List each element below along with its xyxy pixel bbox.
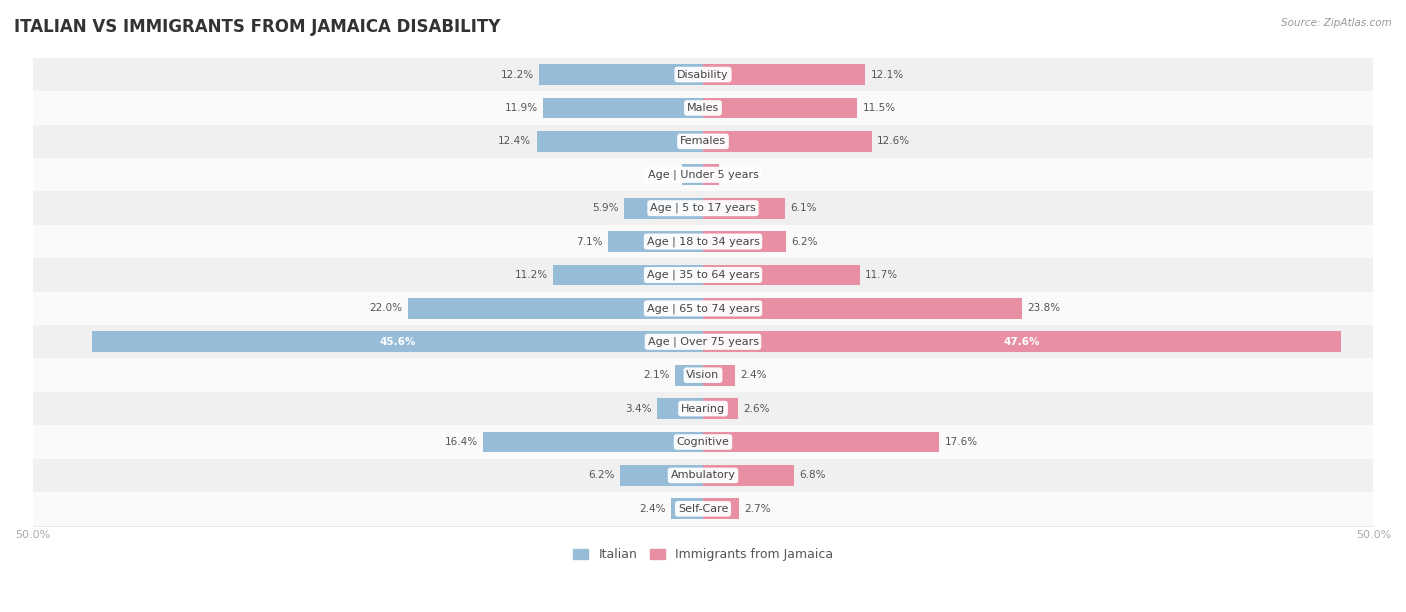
Text: Males: Males bbox=[688, 103, 718, 113]
Bar bbox=[32, 459, 1374, 492]
Bar bbox=[703, 365, 735, 386]
Text: 11.7%: 11.7% bbox=[865, 270, 898, 280]
Text: Females: Females bbox=[681, 136, 725, 146]
Bar bbox=[91, 332, 703, 352]
Bar bbox=[32, 125, 1374, 158]
Bar bbox=[658, 398, 703, 419]
Bar bbox=[703, 131, 872, 152]
Text: 2.7%: 2.7% bbox=[745, 504, 770, 514]
Text: 11.9%: 11.9% bbox=[505, 103, 538, 113]
Text: 17.6%: 17.6% bbox=[945, 437, 977, 447]
Text: 22.0%: 22.0% bbox=[370, 304, 402, 313]
Bar bbox=[703, 165, 718, 185]
Text: 2.4%: 2.4% bbox=[638, 504, 665, 514]
Bar bbox=[703, 97, 858, 118]
Bar bbox=[624, 198, 703, 218]
Text: 45.6%: 45.6% bbox=[380, 337, 416, 347]
Bar bbox=[32, 392, 1374, 425]
Bar bbox=[703, 498, 740, 519]
Bar bbox=[620, 465, 703, 486]
Bar bbox=[703, 231, 786, 252]
Text: Age | Over 75 years: Age | Over 75 years bbox=[648, 337, 758, 347]
Bar bbox=[703, 431, 939, 452]
Text: Age | 18 to 34 years: Age | 18 to 34 years bbox=[647, 236, 759, 247]
Text: 12.2%: 12.2% bbox=[501, 70, 534, 80]
Bar bbox=[553, 264, 703, 285]
Text: Source: ZipAtlas.com: Source: ZipAtlas.com bbox=[1281, 18, 1392, 28]
Bar bbox=[32, 58, 1374, 91]
Text: 6.2%: 6.2% bbox=[792, 237, 818, 247]
Text: 6.2%: 6.2% bbox=[588, 471, 614, 480]
Bar bbox=[703, 264, 860, 285]
Bar bbox=[408, 298, 703, 319]
Text: Age | Under 5 years: Age | Under 5 years bbox=[648, 170, 758, 180]
Bar bbox=[32, 425, 1374, 459]
Text: 1.6%: 1.6% bbox=[650, 170, 676, 180]
Text: 2.1%: 2.1% bbox=[643, 370, 669, 380]
Bar bbox=[675, 365, 703, 386]
Bar bbox=[671, 498, 703, 519]
Text: 1.2%: 1.2% bbox=[724, 170, 751, 180]
Bar bbox=[32, 91, 1374, 125]
Text: 2.6%: 2.6% bbox=[744, 403, 769, 414]
Bar bbox=[544, 97, 703, 118]
Text: 16.4%: 16.4% bbox=[444, 437, 478, 447]
Bar bbox=[607, 231, 703, 252]
Text: 12.6%: 12.6% bbox=[877, 136, 911, 146]
Bar bbox=[703, 465, 794, 486]
Text: Hearing: Hearing bbox=[681, 403, 725, 414]
Text: 2.4%: 2.4% bbox=[741, 370, 768, 380]
Text: Ambulatory: Ambulatory bbox=[671, 471, 735, 480]
Text: Age | 65 to 74 years: Age | 65 to 74 years bbox=[647, 303, 759, 313]
Text: Age | 5 to 17 years: Age | 5 to 17 years bbox=[650, 203, 756, 214]
Text: 6.8%: 6.8% bbox=[800, 471, 827, 480]
Bar bbox=[703, 398, 738, 419]
Text: 11.2%: 11.2% bbox=[515, 270, 547, 280]
Bar bbox=[540, 64, 703, 85]
Bar bbox=[32, 258, 1374, 292]
Text: 23.8%: 23.8% bbox=[1028, 304, 1060, 313]
Bar bbox=[32, 359, 1374, 392]
Bar bbox=[32, 225, 1374, 258]
Bar bbox=[703, 64, 865, 85]
Text: 7.1%: 7.1% bbox=[576, 237, 602, 247]
Text: 5.9%: 5.9% bbox=[592, 203, 619, 213]
Text: Age | 35 to 64 years: Age | 35 to 64 years bbox=[647, 270, 759, 280]
Bar bbox=[32, 292, 1374, 325]
Text: 3.4%: 3.4% bbox=[626, 403, 652, 414]
Text: 11.5%: 11.5% bbox=[862, 103, 896, 113]
Bar bbox=[484, 431, 703, 452]
Text: Cognitive: Cognitive bbox=[676, 437, 730, 447]
Text: 12.4%: 12.4% bbox=[498, 136, 531, 146]
Legend: Italian, Immigrants from Jamaica: Italian, Immigrants from Jamaica bbox=[568, 543, 838, 566]
Bar bbox=[537, 131, 703, 152]
Bar bbox=[32, 492, 1374, 526]
Bar bbox=[682, 165, 703, 185]
Text: Disability: Disability bbox=[678, 70, 728, 80]
Bar bbox=[32, 158, 1374, 192]
Bar bbox=[703, 298, 1022, 319]
Bar bbox=[32, 192, 1374, 225]
Text: 47.6%: 47.6% bbox=[1004, 337, 1040, 347]
Bar bbox=[703, 198, 785, 218]
Text: Vision: Vision bbox=[686, 370, 720, 380]
Bar bbox=[32, 325, 1374, 359]
Text: ITALIAN VS IMMIGRANTS FROM JAMAICA DISABILITY: ITALIAN VS IMMIGRANTS FROM JAMAICA DISAB… bbox=[14, 18, 501, 36]
Text: Self-Care: Self-Care bbox=[678, 504, 728, 514]
Bar bbox=[703, 332, 1341, 352]
Text: 12.1%: 12.1% bbox=[870, 70, 904, 80]
Text: 6.1%: 6.1% bbox=[790, 203, 817, 213]
